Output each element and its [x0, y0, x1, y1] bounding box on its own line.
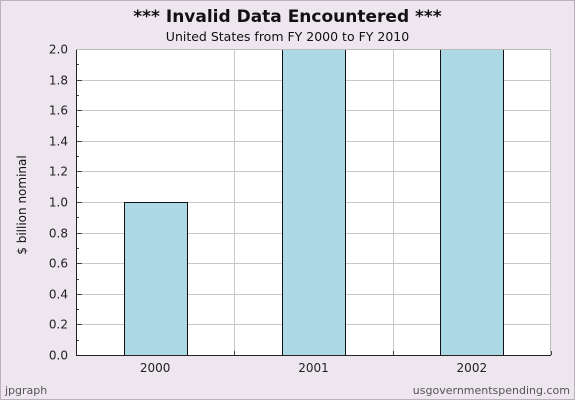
y-tick-label: 0.0 [49, 349, 68, 363]
bar-2001 [282, 49, 346, 356]
chart-title: *** Invalid Data Encountered *** [133, 7, 442, 27]
bar-2000 [124, 202, 188, 356]
y-tick-label: 0.8 [49, 227, 68, 241]
y-tick-label: 0.4 [49, 288, 68, 302]
x-tick-label: 2000 [140, 361, 171, 375]
footer-credit-library: jpgraph [5, 384, 48, 397]
x-tick-label: 2001 [298, 361, 329, 375]
y-tick-label: 0.2 [49, 318, 68, 332]
x-tick-label: 2002 [457, 361, 488, 375]
y-tick-label: 1.8 [49, 74, 68, 88]
footer-credit-site: usgovernmentspending.com [412, 384, 570, 397]
bar-2002 [440, 49, 504, 356]
y-tick-label: 1.2 [49, 165, 68, 179]
y-tick-label: 1.4 [49, 135, 68, 149]
y-tick-label: 1.0 [49, 196, 68, 210]
y-tick-label: 2.0 [49, 43, 68, 57]
y-tick-label: 1.6 [49, 104, 68, 118]
y-tick-label: 0.6 [49, 257, 68, 271]
chart-subtitle: United States from FY 2000 to FY 2010 [165, 29, 410, 44]
